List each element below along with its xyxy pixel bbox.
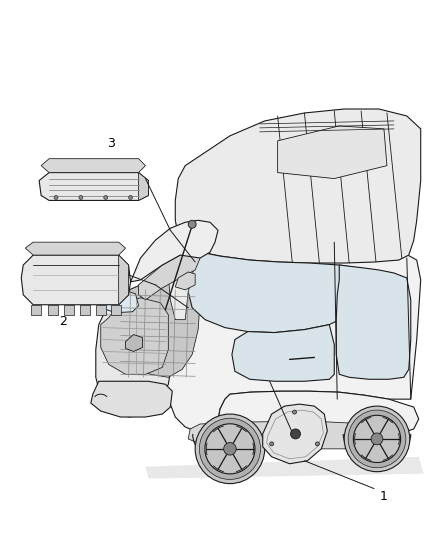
Circle shape [129,196,133,199]
Text: 1: 1 [380,490,388,503]
Circle shape [199,418,261,480]
Circle shape [79,196,83,199]
Circle shape [195,414,265,483]
Polygon shape [91,381,172,417]
Polygon shape [232,325,334,381]
Polygon shape [116,270,200,377]
Polygon shape [101,298,168,374]
Text: 2: 2 [59,315,67,328]
Polygon shape [119,255,129,305]
Polygon shape [80,305,90,314]
Polygon shape [96,305,106,314]
Polygon shape [278,126,387,179]
Polygon shape [21,255,131,305]
Polygon shape [111,305,120,314]
Circle shape [315,442,319,446]
Polygon shape [188,421,397,449]
Circle shape [54,196,58,199]
Polygon shape [138,173,148,200]
Polygon shape [96,285,175,417]
Polygon shape [336,265,411,379]
Polygon shape [160,232,421,431]
Circle shape [224,442,236,455]
Polygon shape [131,220,218,282]
Circle shape [188,220,196,228]
Polygon shape [263,404,327,464]
Polygon shape [168,245,200,320]
Polygon shape [126,335,142,351]
Polygon shape [145,457,424,479]
Polygon shape [64,305,74,314]
Polygon shape [48,305,58,314]
Polygon shape [188,252,369,333]
Polygon shape [175,272,195,290]
Polygon shape [138,252,200,300]
Polygon shape [218,391,419,437]
Circle shape [348,410,406,468]
Circle shape [205,424,255,474]
Polygon shape [101,290,138,313]
Polygon shape [25,242,126,255]
Circle shape [104,196,108,199]
Text: 3: 3 [107,138,115,150]
Polygon shape [41,159,145,173]
Circle shape [371,433,383,445]
Circle shape [353,415,401,463]
Circle shape [293,410,297,414]
Polygon shape [31,305,41,314]
Circle shape [344,406,410,472]
Polygon shape [175,109,421,263]
Circle shape [290,429,300,439]
Polygon shape [39,173,148,200]
Circle shape [270,442,274,446]
